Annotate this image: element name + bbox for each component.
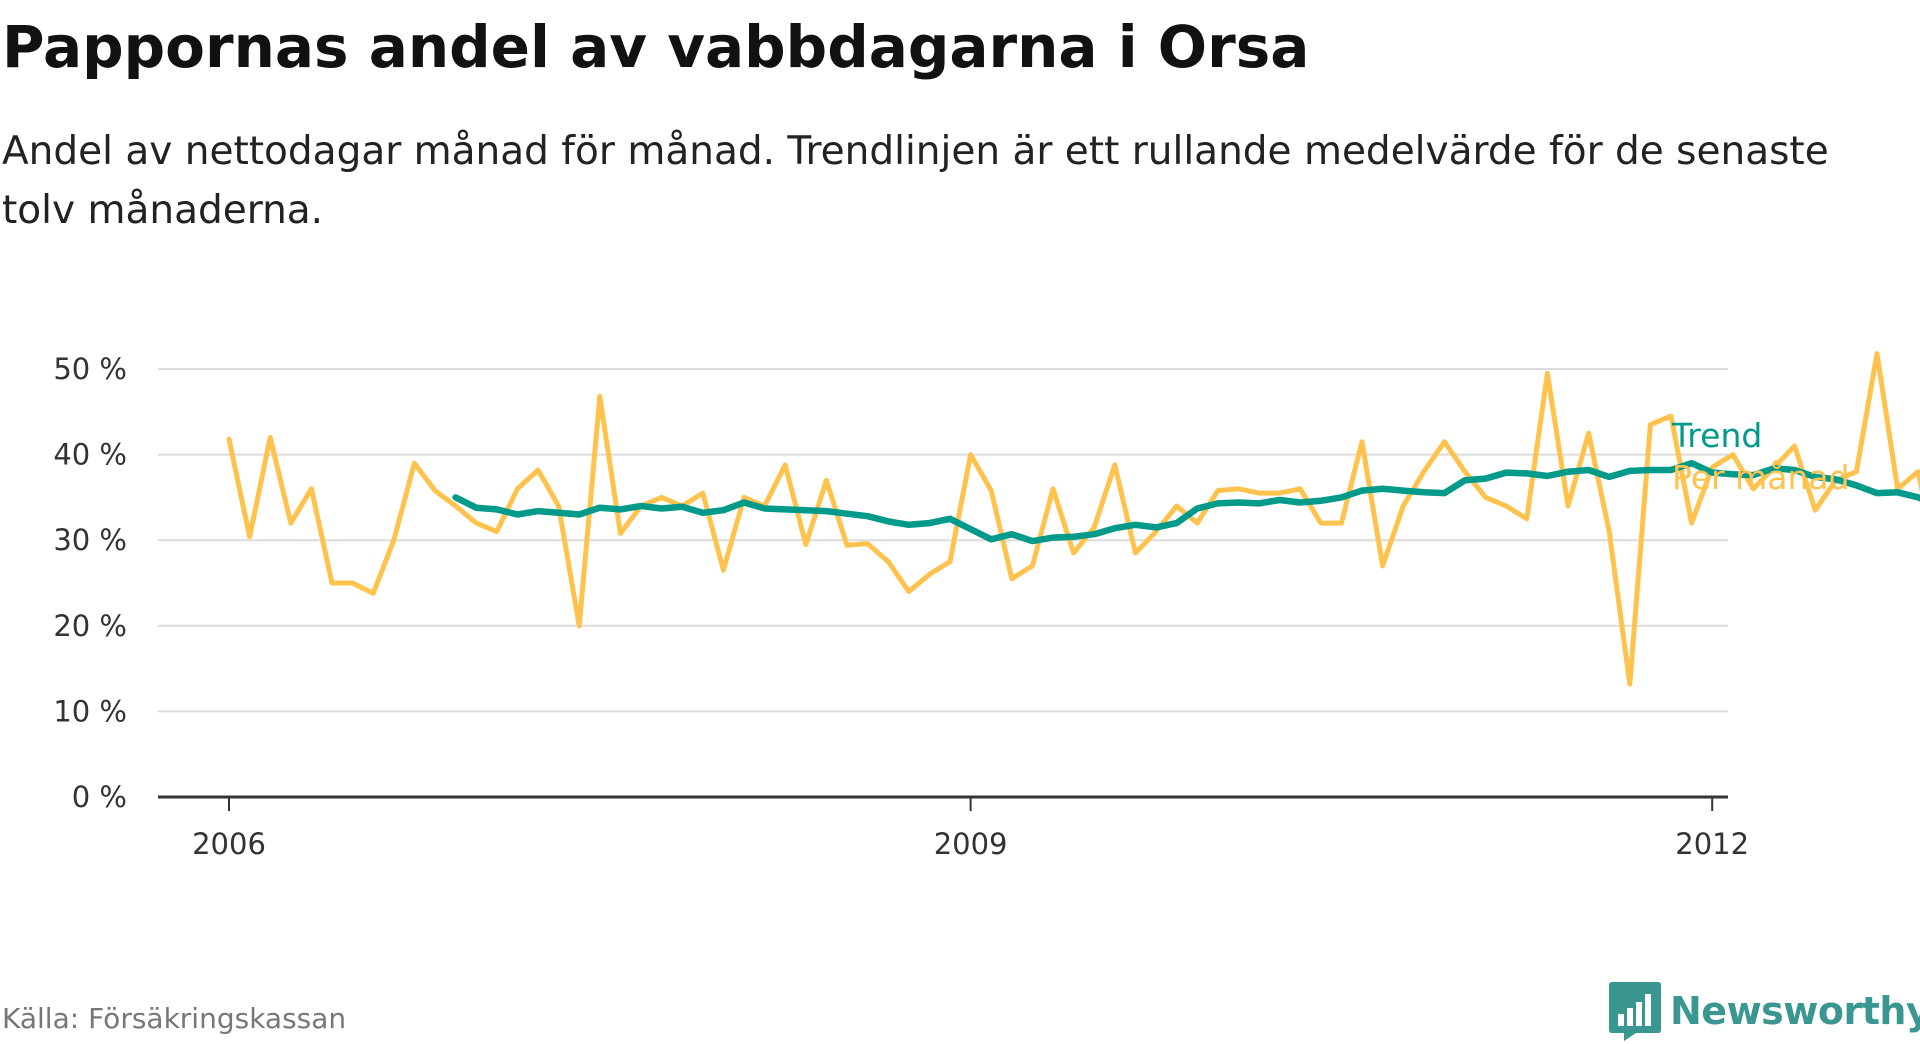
y-tick-label: 10 % xyxy=(53,694,127,728)
y-tick-label: 20 % xyxy=(53,609,127,643)
gridlines xyxy=(158,368,1728,713)
monthly-label: Per månad xyxy=(1672,458,1850,497)
newsworthy-logo-text: Newsworthy xyxy=(1670,989,1920,1033)
y-tick-label: 30 % xyxy=(53,523,127,557)
newsworthy-logo: Newsworthy xyxy=(1608,978,1920,1044)
x-tick-label: 2012 xyxy=(1675,827,1749,861)
series-lines xyxy=(226,351,1920,687)
chart-subtitle: Andel av nettodagar månad för månad. Tre… xyxy=(2,129,1829,233)
y-tick-label: 50 % xyxy=(53,352,127,386)
y-axis-tick-labels: 0 % 10 % 20 % 30 % 40 % 50 % xyxy=(53,352,127,814)
x-axis: 2006200920122015201820212023 xyxy=(158,795,1749,861)
y-tick-label: 0 % xyxy=(72,780,127,814)
source-note: Källa: Försäkringskassan xyxy=(2,1002,347,1035)
trend-label: Trend xyxy=(1671,416,1762,455)
monthly-line xyxy=(226,351,1920,687)
x-tick-label: 2009 xyxy=(934,827,1008,861)
y-tick-label: 40 % xyxy=(53,438,127,472)
line-chart: 0 %10 %20 %30 %40 %50 % 2006200920122015… xyxy=(53,351,1920,861)
newsworthy-logo-icon xyxy=(1609,982,1661,1041)
chart-title: Pappornas andel av vabbdagarna i Orsa xyxy=(2,13,1310,81)
x-tick-label: 2006 xyxy=(192,827,266,861)
trend-line xyxy=(452,459,1920,545)
